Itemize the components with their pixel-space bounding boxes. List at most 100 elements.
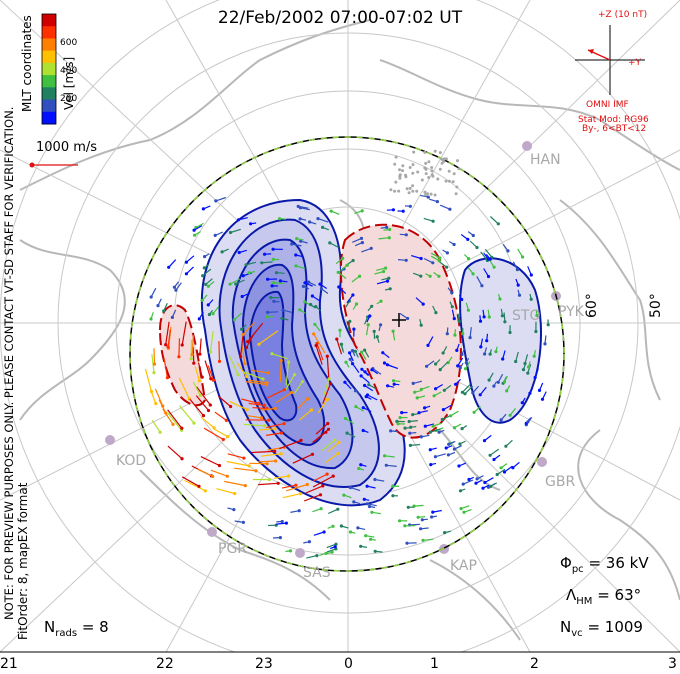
velocity-vector — [484, 477, 494, 484]
velocity-vector-origin — [273, 449, 277, 453]
velocity-vector-origin — [226, 435, 230, 439]
station-han: HAN — [530, 152, 561, 168]
velocity-vector-origin — [236, 373, 240, 377]
velocity-vector-origin — [341, 256, 345, 260]
velocity-vector-origin — [432, 394, 436, 398]
velocity-vector-origin — [387, 276, 391, 280]
velocity-vector — [479, 386, 487, 396]
velocity-vector-origin — [287, 474, 291, 478]
velocity-vector-origin — [428, 448, 432, 452]
velocity-vector-origin — [367, 504, 372, 509]
velocity-vector-origin — [366, 323, 370, 327]
velocity-vector — [197, 468, 213, 478]
velocity-vector-origin — [467, 477, 471, 482]
velocity-vector-origin — [419, 387, 423, 391]
velocity-vector-origin — [189, 357, 193, 361]
lambda-hm-stat: ΛHM = 63° — [566, 586, 642, 607]
velocity-vector-origin — [164, 343, 168, 347]
velocity-vector — [185, 266, 194, 275]
velocity-vector — [364, 384, 374, 392]
velocity-vector — [178, 338, 181, 357]
velocity-vector-origin — [364, 534, 368, 538]
velocity-vector — [286, 483, 308, 492]
velocity-vector-origin — [533, 375, 537, 380]
velocity-vector-origin — [369, 537, 373, 541]
empty-cell-dot — [408, 166, 412, 169]
velocity-vector-origin — [350, 349, 355, 353]
velocity-vector-origin — [416, 515, 420, 519]
velocity-vector-origin — [403, 426, 407, 430]
empty-cell-dot — [397, 189, 401, 193]
empty-cell-dot — [442, 160, 446, 163]
velocity-vector — [430, 252, 441, 259]
velocity-vector-origin — [460, 390, 464, 394]
velocity-vector — [276, 522, 287, 525]
velocity-vector-origin — [442, 388, 446, 392]
velocity-vector-origin — [467, 257, 471, 261]
velocity-vector — [151, 354, 155, 373]
velocity-vector-origin — [233, 491, 237, 496]
velocity-vector-origin — [325, 472, 329, 476]
velocity-vector-origin — [266, 371, 270, 375]
velocity-vector — [313, 531, 325, 536]
velocity-vector-origin — [328, 382, 333, 386]
velocity-vector-origin — [458, 489, 463, 493]
velocity-vector — [306, 555, 318, 559]
velocity-vector — [462, 479, 474, 485]
velocity-vector-origin — [322, 530, 326, 534]
velocity-vector-origin — [434, 387, 438, 391]
velocity-vector-origin — [331, 524, 335, 528]
velocity-vector — [236, 362, 248, 377]
velocity-vector-origin — [365, 502, 369, 506]
velocity-vector-origin — [381, 351, 385, 355]
velocity-vector-origin — [383, 454, 387, 458]
velocity-vector — [226, 460, 250, 467]
velocity-vector — [387, 364, 399, 370]
velocity-vector — [315, 423, 329, 435]
velocity-vector-origin — [202, 266, 206, 270]
velocity-vector-origin — [398, 519, 402, 523]
imf-z-label: +Z (10 nT) — [598, 10, 648, 20]
velocity-vector-origin — [478, 319, 483, 323]
velocity-vector-origin — [429, 463, 433, 467]
velocity-vector-origin — [499, 418, 503, 422]
velocity-vector — [351, 275, 360, 283]
velocity-vector-origin — [359, 463, 363, 467]
velocity-vector — [194, 366, 200, 381]
velocity-vector-origin — [331, 474, 335, 478]
velocity-vector-origin — [315, 554, 319, 558]
velocity-vector — [423, 257, 434, 264]
velocity-vector-origin — [271, 247, 275, 251]
velocity-vector — [273, 282, 285, 284]
velocity-vector-origin — [488, 453, 492, 457]
velocity-vector-origin — [488, 352, 492, 356]
empty-cell-dot — [447, 169, 451, 173]
velocity-vector-origin — [502, 470, 507, 474]
empty-cell-dot — [452, 172, 456, 176]
velocity-vector-origin — [437, 274, 441, 278]
velocity-vector-origin — [336, 507, 340, 511]
velocity-vector — [281, 484, 296, 489]
velocity-vector — [167, 445, 183, 460]
velocity-vector-origin — [479, 345, 483, 349]
velocity-vector-origin — [229, 404, 233, 409]
velocity-vector — [461, 384, 471, 393]
velocity-vector — [218, 341, 221, 362]
empty-cell-dot — [438, 151, 442, 155]
velocity-vector-origin — [201, 274, 205, 278]
velocity-vector-origin — [464, 361, 468, 365]
velocity-vector — [260, 453, 282, 457]
velocity-vector — [326, 356, 330, 379]
velocity-vector-origin — [267, 418, 271, 422]
velocity-vector — [367, 394, 378, 401]
velocity-vector-origin — [446, 453, 450, 457]
velocity-vector-origin — [363, 383, 367, 388]
velocity-vector-origin — [308, 220, 312, 224]
velocity-vector-origin — [298, 492, 303, 496]
velocity-vector-origin — [431, 261, 435, 265]
velocity-vector — [249, 462, 268, 465]
velocity-vector-origin — [240, 327, 244, 331]
velocity-vector-origin — [225, 474, 229, 478]
empty-cell-dot — [427, 176, 431, 179]
empty-cell-dot — [416, 170, 420, 174]
